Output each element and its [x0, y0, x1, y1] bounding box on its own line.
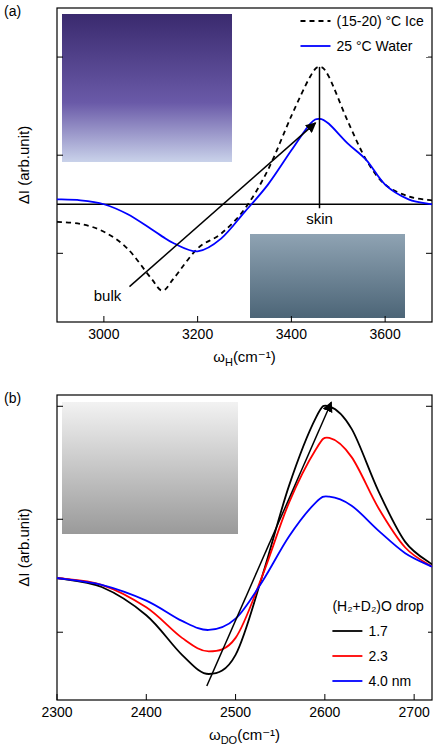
x-tick: [324, 694, 325, 700]
axis-title-part: ω: [213, 348, 225, 365]
x-tick: [197, 316, 198, 322]
legend-swatch: [300, 45, 330, 47]
y-tick: [57, 632, 63, 633]
series-group: [57, 405, 432, 674]
annotation: skin: [306, 210, 333, 227]
legend-label: 1.7: [368, 623, 388, 639]
legend-title: (H₂+D₂)O drop: [332, 598, 424, 614]
y-tick: [426, 519, 432, 520]
panel: 2300 2400 2500 2600 2700 (b) ωDO(cm⁻¹) ΔI (arb.…: [4, 390, 432, 746]
x-tick-label: 2600: [309, 704, 340, 720]
legend-swatch: [332, 630, 362, 632]
legend-background: [296, 10, 428, 57]
x-tick-label: 2400: [131, 704, 162, 720]
series-line: [57, 496, 432, 630]
y-tick: [57, 519, 63, 520]
panel: 3000 3200 3400 3600 (a) ωH(cm⁻¹) ΔI (arb.unit)…: [4, 3, 432, 368]
x-tick: [103, 316, 104, 322]
series-line: [57, 67, 432, 291]
plot-frame: [57, 395, 432, 700]
x-tick: [235, 694, 236, 700]
axis-title-part: (cm⁻¹): [237, 726, 280, 743]
legend-background: [328, 595, 428, 692]
axis-title: ΔI (arb.unit): [15, 126, 32, 204]
legend-label: 25 °C Water: [336, 38, 412, 54]
skin-marker-line: [319, 67, 321, 208]
figure: 3000320034003600(a)ωH(cm⁻¹)ΔI (arb.unit)…: [0, 0, 438, 747]
legend-label: 2.3: [368, 648, 388, 664]
x-tick: [57, 694, 58, 700]
x-tick: [291, 316, 292, 322]
axis-title-part: ω: [209, 726, 221, 743]
panel-label: (a): [4, 3, 21, 19]
axis-title-subscript: DO: [221, 734, 238, 746]
legend: (15-20) °C Ice 25 °C Water: [296, 10, 428, 57]
legend-swatch: [300, 20, 330, 22]
skater-photo: [62, 14, 232, 162]
y-tick: [426, 406, 432, 407]
x-tick-label: 3400: [276, 326, 307, 342]
y-tick: [426, 253, 432, 254]
panel-label: (b): [4, 390, 21, 406]
series-line: [57, 405, 432, 674]
x-tick-label: 2300: [41, 704, 72, 720]
y-tick: [57, 406, 63, 407]
y-tick: [57, 57, 63, 58]
axis-title-subscript: H: [225, 356, 233, 368]
x-tick-label: 3200: [182, 326, 213, 342]
y-tick: [57, 253, 63, 254]
legend-label: (15-20) °C Ice: [336, 13, 424, 29]
legend-label: 4.0 nm: [368, 673, 411, 689]
x-tick-label: 3600: [370, 326, 401, 342]
series-group: [57, 67, 432, 291]
x-tick-label: 3000: [88, 326, 119, 342]
plot-frame: [57, 8, 432, 322]
axis-title: ωDO(cm⁻¹): [209, 726, 280, 746]
y-tick: [57, 155, 63, 156]
x-tick: [146, 694, 147, 700]
annotation: bulk: [94, 287, 122, 304]
legend-swatch: [332, 680, 362, 682]
x-tick: [385, 316, 386, 322]
y-tick: [426, 155, 432, 156]
arrow: [129, 123, 315, 287]
axis-title-part: (cm⁻¹): [233, 348, 276, 365]
water-strider-photo: [250, 234, 405, 318]
axis-title: ωH(cm⁻¹): [213, 348, 276, 368]
x-tick: [414, 694, 415, 700]
x-tick-label: 2700: [399, 704, 430, 720]
legend-swatch: [332, 655, 362, 657]
legend: (H₂+D₂)O drop 1.7 2.3 4.0 nm: [328, 595, 428, 692]
x-tick-label: 2500: [220, 704, 251, 720]
droplet-photo: [62, 402, 238, 534]
arrow: [207, 402, 332, 686]
axis-title: ΔI (arb.unit): [15, 508, 32, 586]
zero-line: [57, 204, 432, 206]
